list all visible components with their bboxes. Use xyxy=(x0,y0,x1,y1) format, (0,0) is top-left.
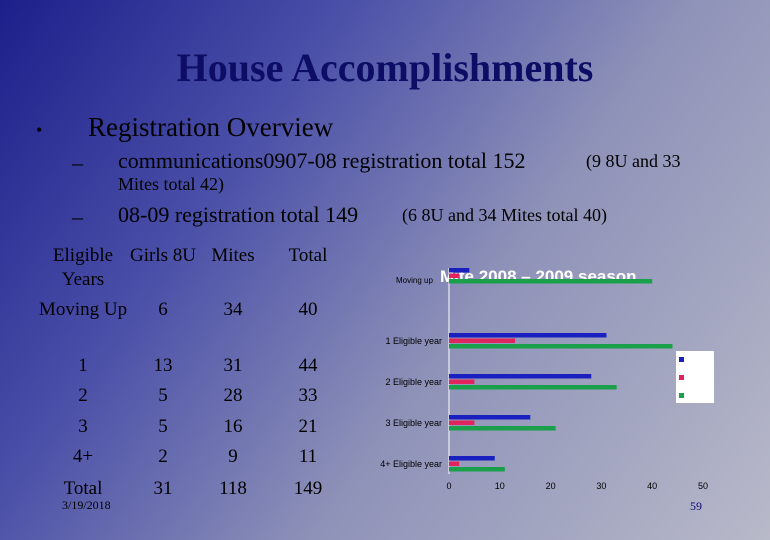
bar-2-2 xyxy=(449,385,617,390)
cell-total: 40 xyxy=(298,299,318,320)
legend-swatch-pink xyxy=(679,375,684,380)
x-tick-label: 40 xyxy=(647,481,658,491)
cell-mites: 9 xyxy=(228,446,238,467)
chart-title: Mite 2008 – 2009 season xyxy=(440,267,637,286)
bar-2-1 xyxy=(449,379,475,384)
table-row: Moving Up 6 34 40 xyxy=(38,298,348,354)
registration-table: Eligible Years Girls 8U Mites Total Movi… xyxy=(38,244,348,507)
table-row: Total 31 118 149 xyxy=(38,477,348,507)
x-tick-label: 0 xyxy=(446,481,452,491)
cell-years: Total xyxy=(63,478,103,499)
header-eligible-years: Eligible Years xyxy=(52,245,114,290)
cell-mites: 16 xyxy=(223,416,243,437)
x-tick-label: 50 xyxy=(697,481,708,491)
dash-1: – xyxy=(72,150,83,175)
legend-swatch-green xyxy=(679,393,684,398)
cell-girls: 13 xyxy=(153,355,173,376)
x-tick-label: 30 xyxy=(596,481,607,491)
bar-2-0 xyxy=(449,374,592,379)
cell-total: 149 xyxy=(293,478,323,499)
cell-years: 2 xyxy=(78,385,88,406)
category-label-4: 4+ Eligible year xyxy=(380,459,442,469)
page-number: 59 xyxy=(690,499,702,513)
table-header-row: Eligible Years Girls 8U Mites Total xyxy=(38,244,348,298)
line2-main: 08-09 registration total 149 xyxy=(118,202,359,227)
header-total: Total xyxy=(288,245,328,266)
table-row: 1 13 31 44 xyxy=(38,354,348,384)
heading-registration-overview: Registration Overview xyxy=(88,112,334,142)
cell-girls: 2 xyxy=(158,446,168,467)
dash-2: – xyxy=(72,204,83,229)
x-tick-label: 10 xyxy=(494,481,505,491)
header-mites: Mites xyxy=(211,245,255,266)
line2-aside: (6 8U and 34 Mites total 40) xyxy=(402,205,607,225)
cell-mites: 34 xyxy=(223,299,243,320)
line1-aside: (9 8U and 33 xyxy=(586,151,681,171)
bar-4-2 xyxy=(449,467,505,472)
table-row: 2 5 28 33 xyxy=(38,384,348,415)
cell-girls: 5 xyxy=(158,416,168,437)
cell-total: 21 xyxy=(298,416,318,437)
line1-main: communications0907-08 registration total… xyxy=(118,148,526,173)
bar-3-0 xyxy=(449,415,531,420)
cell-total: 11 xyxy=(298,446,318,467)
bar-4-1 xyxy=(449,461,460,466)
bar-1-0 xyxy=(449,333,607,338)
bullet-dot: • xyxy=(36,120,43,140)
cell-years: 4+ xyxy=(72,446,94,467)
bar-4-0 xyxy=(449,456,495,461)
cell-total: 33 xyxy=(298,385,318,406)
cell-total: 44 xyxy=(298,355,318,376)
cell-years: 1 xyxy=(78,355,88,376)
slide-title: House Accomplishments xyxy=(176,45,594,90)
category-label-moving-up: Moving up xyxy=(396,276,433,285)
legend-swatch-blue xyxy=(679,357,684,362)
bar-3-1 xyxy=(449,420,475,425)
cell-girls: 5 xyxy=(158,385,168,406)
footer-date: 3/19/2018 xyxy=(62,498,111,512)
x-tick-label: 20 xyxy=(545,481,556,491)
cell-years: 3 xyxy=(78,416,88,437)
cell-mites: 118 xyxy=(219,478,247,499)
bar-3-2 xyxy=(449,426,556,431)
cell-girls: 6 xyxy=(158,299,168,320)
table-row: 4+ 2 9 11 xyxy=(38,445,348,477)
category-label-2: 2 Eligible year xyxy=(385,377,442,387)
header-girls-8u: Girls 8U xyxy=(130,245,196,266)
chart-legend xyxy=(676,351,714,403)
cell-mites: 28 xyxy=(223,385,243,406)
cell-girls: 31 xyxy=(153,478,173,499)
category-label-3: 3 Eligible year xyxy=(385,418,442,428)
table-row: 3 5 16 21 xyxy=(38,415,348,445)
category-label-1: 1 Eligible year xyxy=(385,336,442,346)
cell-years: Moving Up xyxy=(38,299,128,320)
bar-1-2 xyxy=(449,344,673,349)
cell-mites: 31 xyxy=(223,355,243,376)
line1-continuation: Mites total 42) xyxy=(118,174,224,194)
bar-1-1 xyxy=(449,338,516,343)
